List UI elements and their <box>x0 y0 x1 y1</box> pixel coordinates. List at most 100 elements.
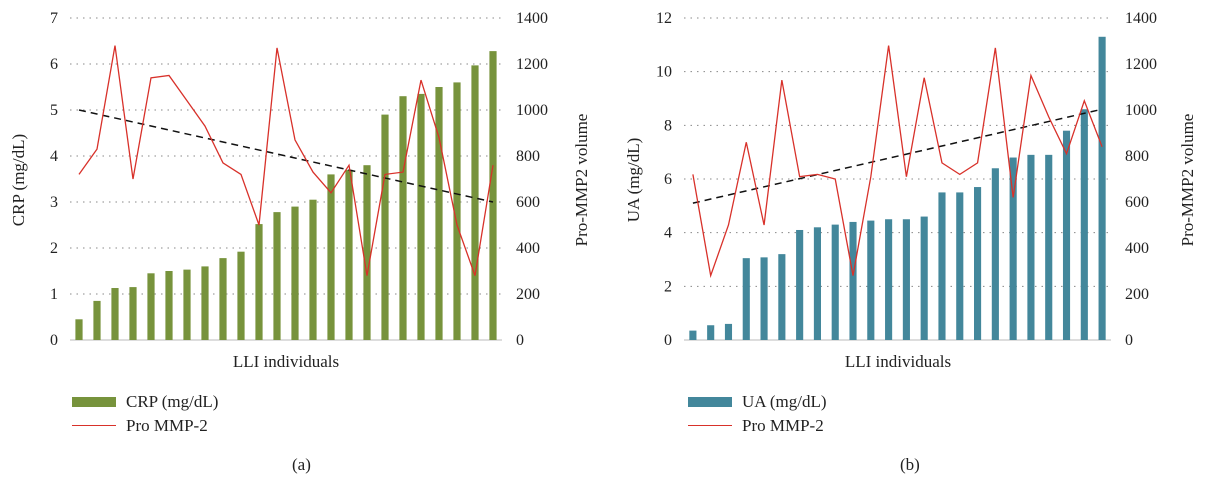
y-tick-label: 7 <box>50 10 58 27</box>
trendline <box>78 109 494 203</box>
bar <box>183 269 191 340</box>
bar <box>991 168 999 340</box>
legend-swatch-line <box>688 425 732 426</box>
y2-tick-label: 800 <box>1125 148 1149 165</box>
chart-b-lines <box>692 45 1103 279</box>
chart-panel-a: 0 1 2 3 4 5 6 7 0 200 400 600 800 1000 1200 1400 LLI i… <box>9 10 591 474</box>
bar <box>147 273 155 340</box>
bar <box>309 199 317 340</box>
y2-tick-label: 1000 <box>1125 102 1157 119</box>
chart-panel-b: 0 2 4 6 8 10 12 0 200 400 600 800 1000 1200 1400 LLI … <box>603 0 1206 483</box>
bar <box>1098 36 1106 341</box>
y2-tick-label: 400 <box>516 240 540 257</box>
series-line-pro-mmp-2 <box>692 45 1103 279</box>
bar <box>1045 154 1053 340</box>
y2-tick-label: 1400 <box>516 10 548 27</box>
bar <box>813 227 821 340</box>
bar <box>453 82 461 341</box>
bar <box>111 288 119 340</box>
chart-b-x-axis-label: LLI individuals <box>845 352 951 371</box>
bar <box>1062 130 1071 340</box>
y-tick-label: 8 <box>664 117 672 134</box>
bar <box>399 96 407 340</box>
bar <box>273 212 281 340</box>
bar <box>75 319 83 340</box>
chart-a-svg: 0 1 2 3 4 5 6 7 0 200 400 600 800 1000 1200 1400 LLI i… <box>9 10 591 371</box>
chart-a-y2-axis-label: Pro-MMP2 volume <box>572 114 591 247</box>
bar <box>381 114 389 340</box>
bar <box>1009 157 1017 340</box>
chart-a-y-axis-label: CRP (mg/dL) <box>9 134 28 226</box>
chart-b-y2-ticks: 0 200 400 600 800 1000 1200 1400 <box>1125 10 1157 349</box>
chart-a-x-axis-label: LLI individuals <box>233 352 339 371</box>
legend-label: UA (mg/dL) <box>742 392 827 411</box>
bar <box>435 87 443 340</box>
chart-a-lines <box>78 45 494 276</box>
bar <box>902 219 910 340</box>
legend-label: Pro MMP-2 <box>742 416 824 435</box>
bar <box>778 254 786 340</box>
y-tick-label: 12 <box>656 10 672 27</box>
y2-tick-label: 1200 <box>1125 56 1157 73</box>
y2-tick-label: 200 <box>1125 286 1149 303</box>
y-tick-label: 0 <box>50 332 58 349</box>
chart-b-bars <box>689 36 1106 341</box>
bar <box>707 325 715 340</box>
y-tick-label: 4 <box>50 148 58 165</box>
chart-b-y-axis-label: UA (mg/dL) <box>624 138 643 223</box>
bar <box>471 65 479 340</box>
legend-label: CRP (mg/dL) <box>126 392 219 411</box>
bar <box>956 192 964 340</box>
y-tick-label: 10 <box>656 64 672 81</box>
chart-b-y-ticks: 0 2 4 6 8 10 12 <box>656 10 672 349</box>
chart-b-y2-axis-label: Pro-MMP2 volume <box>1178 114 1197 247</box>
y2-tick-label: 1000 <box>516 102 548 119</box>
y2-tick-label: 600 <box>516 194 540 211</box>
chart-b-grid <box>684 17 1111 341</box>
y2-tick-label: 1400 <box>1125 10 1157 27</box>
bar <box>201 266 209 340</box>
chart-a-y2-ticks: 0 200 400 600 800 1000 1200 1400 <box>516 10 548 349</box>
y-tick-label: 6 <box>50 56 58 73</box>
bar <box>920 216 928 340</box>
chart-a-legend: CRP (mg/dL) Pro MMP-2 <box>72 392 372 442</box>
bar <box>237 251 245 340</box>
bar <box>417 93 425 341</box>
y2-tick-label: 200 <box>516 286 540 303</box>
chart-a-y-ticks: 0 1 2 3 4 5 6 7 <box>50 10 58 349</box>
bar <box>219 258 227 340</box>
y-tick-label: 3 <box>50 194 58 211</box>
legend-swatch-line <box>72 425 116 426</box>
y2-tick-label: 0 <box>1125 332 1133 349</box>
bar <box>867 220 875 340</box>
y-tick-label: 0 <box>664 332 672 349</box>
y-tick-label: 6 <box>664 171 672 188</box>
bar <box>327 174 335 340</box>
bar <box>363 165 371 340</box>
chart-a-grid <box>70 17 502 341</box>
y2-tick-label: 600 <box>1125 194 1149 211</box>
bar <box>345 169 353 340</box>
bar <box>849 221 857 340</box>
y2-tick-label: 400 <box>1125 240 1149 257</box>
bar <box>1080 109 1088 340</box>
bar <box>489 51 497 341</box>
y-tick-label: 4 <box>664 225 672 242</box>
trendline <box>692 108 1103 204</box>
bar <box>1027 154 1035 340</box>
legend-swatch-bar <box>72 397 116 407</box>
y-tick-label: 1 <box>50 286 58 303</box>
bar <box>291 206 299 340</box>
bar <box>974 187 982 340</box>
chart-a-bars <box>75 51 497 341</box>
chart-b-caption: (b) <box>900 455 920 474</box>
bar <box>742 258 750 340</box>
bar <box>796 229 804 340</box>
y-tick-label: 5 <box>50 102 58 119</box>
y-tick-label: 2 <box>50 240 58 257</box>
legend-label: Pro MMP-2 <box>126 416 208 435</box>
bar <box>938 192 946 340</box>
bar <box>255 224 263 340</box>
y2-tick-label: 0 <box>516 332 524 349</box>
bar <box>93 300 101 340</box>
